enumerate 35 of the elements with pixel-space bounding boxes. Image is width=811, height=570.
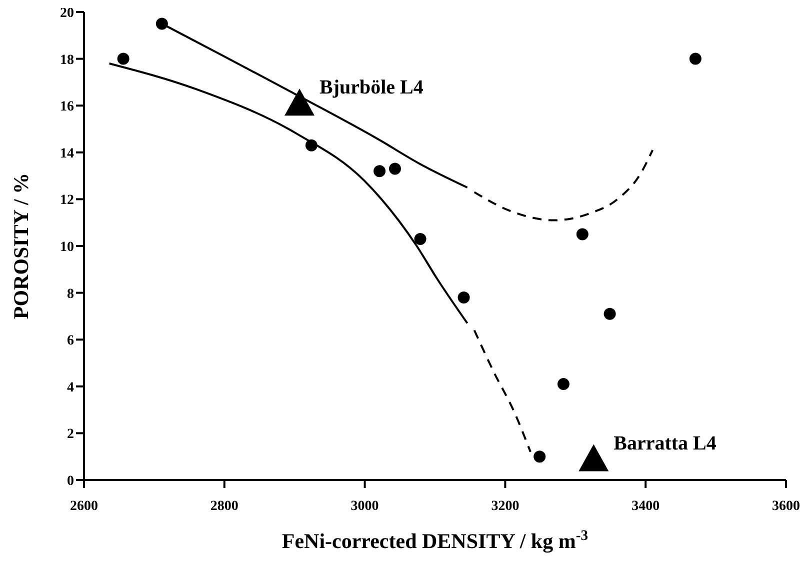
- point: [689, 52, 702, 65]
- point: [576, 228, 588, 240]
- y-tick-label: 20: [60, 6, 74, 21]
- y-axis-title: POROSITY / %: [9, 172, 33, 320]
- y-tick-label: 16: [60, 100, 74, 115]
- y-tick-label: 14: [60, 146, 74, 162]
- line-series: [473, 329, 532, 453]
- point: [534, 450, 546, 463]
- x-tick-label: 3200: [491, 498, 520, 514]
- point: [156, 18, 168, 30]
- y-tick-label: 8: [67, 286, 74, 302]
- annotation: Bjurböle L4: [320, 76, 424, 99]
- y-tick-label: 2: [67, 427, 74, 442]
- x-tick-label: 2600: [70, 498, 98, 514]
- point: [557, 378, 570, 390]
- y-tick-label: 12: [60, 193, 74, 208]
- point: [117, 52, 130, 65]
- x-axis-title: FeNi-corrected DENSITY / kg m$^{-3}$: [282, 528, 588, 553]
- point: [458, 291, 470, 304]
- y-tick-label: 6: [67, 334, 74, 349]
- x-tick-label: 3400: [632, 498, 660, 514]
- annotation: Barratta L4: [614, 432, 716, 454]
- y-tick-label: 18: [60, 52, 74, 68]
- x-tick-label: 2800: [210, 498, 238, 514]
- point: [388, 162, 401, 175]
- x-tick-label: 3000: [350, 498, 379, 514]
- y-tick-label: 10: [60, 240, 74, 255]
- point: [374, 165, 386, 178]
- y-tick-label: 0: [67, 474, 74, 489]
- x-tick-label: 3600: [772, 498, 800, 514]
- point: [604, 308, 616, 320]
- line-series: [473, 149, 654, 222]
- point: [414, 232, 426, 245]
- point: [305, 139, 318, 152]
- y-tick-label: 4: [67, 380, 74, 396]
